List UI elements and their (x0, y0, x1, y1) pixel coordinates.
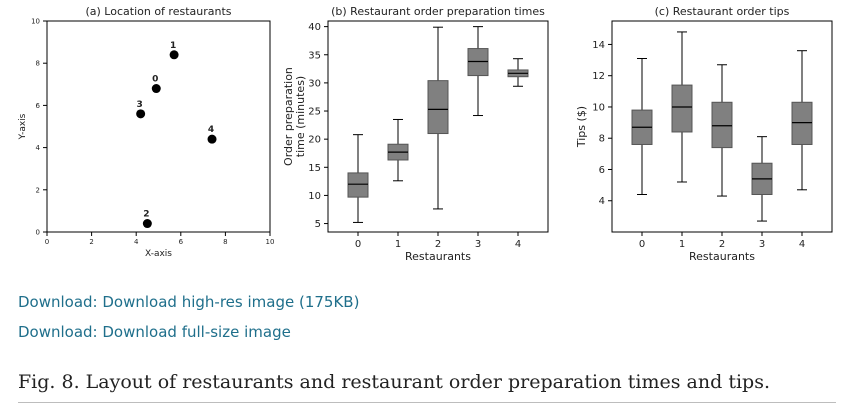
figure: (a) Location of restaurants0246810Y-axis… (18, 5, 833, 263)
y-tick-label: 4 (36, 144, 41, 152)
x-tick-label: 10 (266, 238, 275, 246)
y-tick-label: 15 (308, 163, 321, 174)
download-fullsize-link[interactable]: Download: Download full-size image (18, 323, 291, 341)
box-body (347, 172, 369, 198)
y-axis-label-line: time (minutes) (294, 76, 307, 157)
x-tick-label: 4 (134, 238, 139, 246)
x-tick-label: 1 (679, 239, 685, 250)
box-0 (347, 134, 369, 223)
chart-title: (a) Location of restaurants (85, 5, 231, 18)
point-label: 2 (143, 210, 149, 220)
y-tick-label: 10 (31, 17, 40, 25)
box-3 (467, 26, 489, 117)
y-tick-label: 6 (36, 102, 41, 110)
chart-title: (b) Restaurant order preparation times (331, 5, 545, 18)
plot-frame (46, 20, 271, 233)
y-tick-label: 0 (36, 228, 40, 236)
y-tick-label: 5 (315, 219, 321, 230)
box-body (427, 80, 449, 135)
x-axis-label: Restaurants (689, 250, 755, 263)
chart-title: (c) Restaurant order tips (655, 5, 790, 18)
box-body (791, 101, 813, 145)
y-tick-label: 40 (308, 22, 321, 33)
x-tick-label: 4 (515, 239, 521, 250)
y-tick-label: 20 (308, 135, 321, 146)
y-tick-label: 14 (592, 40, 605, 51)
x-tick-label: 8 (223, 238, 227, 246)
x-tick-label: 3 (475, 239, 481, 250)
x-tick-label: 2 (89, 238, 93, 246)
restaurant-point-3 (136, 109, 146, 119)
chart-panel-1: (b) Restaurant order preparation times 5 1… (282, 5, 549, 263)
x-tick-label: 3 (759, 239, 765, 250)
y-tick-label: 10 (592, 102, 605, 113)
restaurant-point-4 (207, 134, 217, 144)
point-label: 4 (208, 125, 214, 135)
y-axis-label-line: Order preparation (282, 67, 295, 166)
y-tick-label: 35 (308, 50, 321, 61)
y-tick-label: 25 (308, 107, 321, 118)
x-tick-label: 0 (639, 239, 645, 250)
divider (18, 402, 836, 403)
x-axis-label: Restaurants (405, 250, 471, 263)
box-0 (631, 58, 653, 195)
y-tick-label: 12 (592, 71, 605, 82)
box-body (671, 84, 693, 133)
box-1 (671, 31, 693, 183)
box-4 (507, 58, 529, 87)
box-4 (791, 50, 813, 191)
y-tick-label: 4 (599, 196, 605, 207)
box-body (711, 101, 733, 149)
box-2 (711, 64, 733, 197)
x-tick-label: 2 (435, 239, 441, 250)
restaurant-point-0 (151, 84, 161, 94)
download-links: Download: Download high-res image (175KB… (18, 292, 359, 352)
y-tick-label: 10 (308, 191, 321, 202)
point-label: 0 (152, 75, 158, 85)
point-label: 3 (137, 100, 143, 110)
x-tick-label: 0 (45, 238, 49, 246)
x-tick-label: 1 (395, 239, 401, 250)
x-axis-label: X-axis (145, 249, 172, 259)
y-axis-label: Y-axis (18, 113, 28, 140)
y-tick-label: 8 (599, 134, 605, 145)
y-tick-label: 30 (308, 78, 321, 89)
point-label: 1 (170, 41, 176, 51)
x-tick-label: 6 (179, 238, 184, 246)
box-2 (427, 26, 449, 210)
y-tick-label: 8 (36, 60, 40, 68)
x-tick-label: 2 (719, 239, 725, 250)
y-axis-label: Tips ($) (575, 106, 588, 148)
box-1 (387, 118, 409, 182)
figure-caption: Fig. 8. Layout of restaurants and restau… (18, 371, 770, 393)
x-tick-label: 0 (355, 239, 361, 250)
download-highres-link[interactable]: Download: Download high-res image (175KB… (18, 293, 360, 311)
x-tick-label: 4 (799, 239, 805, 250)
restaurant-point-1 (169, 50, 179, 60)
box-3 (751, 136, 773, 222)
chart-panel-0: (a) Location of restaurants0246810Y-axis… (18, 5, 274, 259)
y-tick-label: 6 (599, 165, 605, 176)
restaurant-point-2 (142, 219, 152, 229)
y-tick-label: 2 (36, 186, 40, 194)
